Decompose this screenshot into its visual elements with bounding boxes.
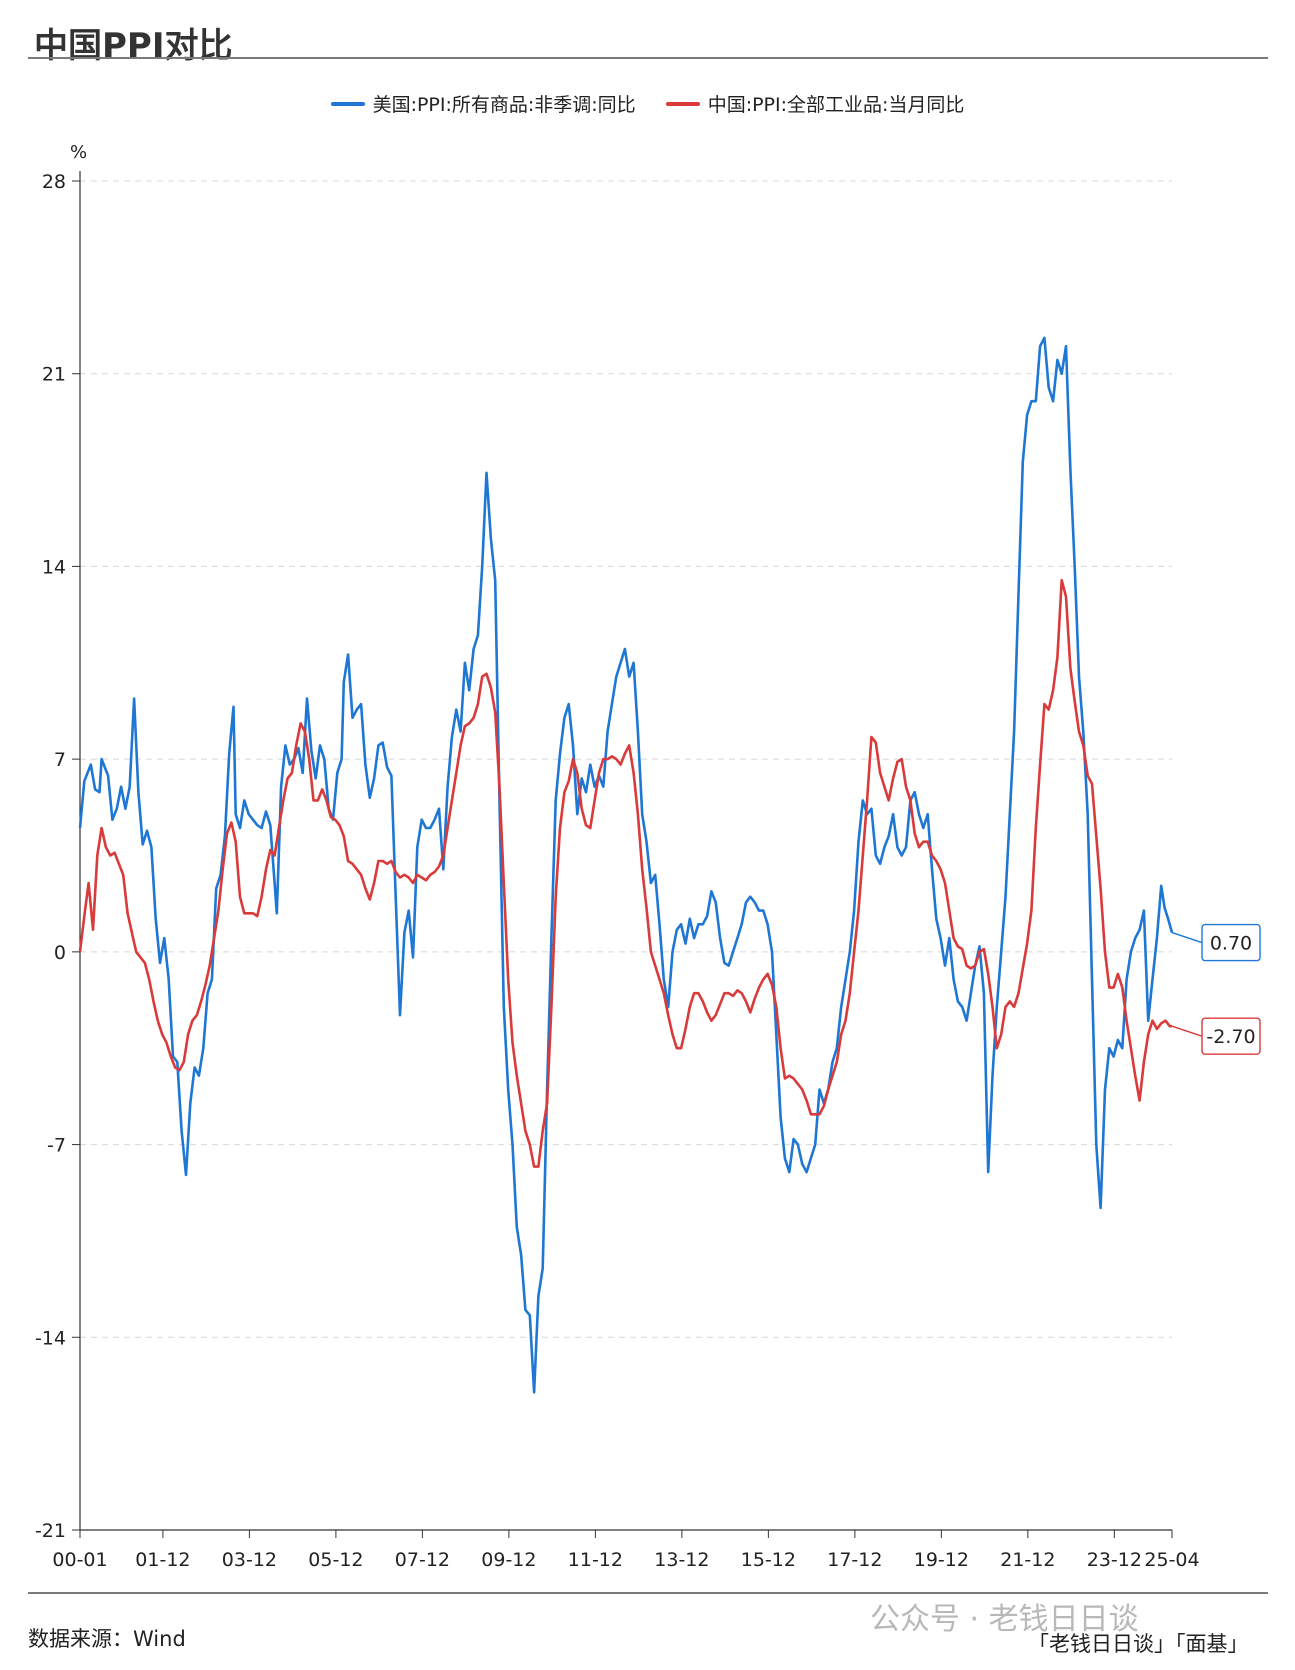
x-tick-label: 03-12 (222, 1549, 277, 1571)
legend-label-cn: 中国:PPI:全部工业品:当月同比 (707, 94, 965, 116)
legend: 美国:PPI:所有商品:非季调:同比 中国:PPI:全部工业品:当月同比 (0, 90, 1295, 117)
end-label-us: 0.70 (1210, 933, 1252, 955)
title-rule (28, 57, 1268, 59)
end-label-cn: -2.70 (1206, 1026, 1255, 1048)
data-source: 数据来源：Wind (28, 1627, 186, 1651)
page-title: 中国PPI对比 (34, 26, 233, 66)
credit-text: 「老钱日日谈」「面基」 (1028, 1632, 1249, 1656)
end-label-box (1201, 1017, 1261, 1055)
y-tick-label: 14 (42, 556, 66, 578)
y-axis-unit: % (70, 142, 88, 163)
end-label-box (1201, 923, 1261, 962)
x-tick-label: 11-12 (568, 1549, 623, 1571)
y-tick-label: 0 (54, 942, 66, 964)
y-tick-label: 7 (54, 749, 66, 771)
y-tick-label: 28 (42, 171, 66, 193)
watermark: 公众号 · 老钱日日谈 (870, 1602, 1139, 1637)
x-tick-label: 21-12 (1000, 1549, 1055, 1571)
x-tick-label: 00-01 (52, 1549, 107, 1571)
x-tick-label: 25-04 (1144, 1549, 1199, 1571)
x-tick-label: 09-12 (481, 1549, 536, 1571)
y-tick-label: -7 (47, 1135, 66, 1157)
legend-label-us: 美国:PPI:所有商品:非季调:同比 (372, 94, 636, 116)
legend-swatch-us (330, 101, 365, 106)
footer-rule (28, 1592, 1268, 1594)
end-label-pointer (1171, 1025, 1203, 1037)
x-tick-label: 23-12 (1087, 1549, 1142, 1571)
series-line-us (78, 336, 1174, 1394)
y-tick-label: -21 (35, 1520, 66, 1542)
legend-swatch-cn (665, 101, 700, 106)
x-tick-label: 17-12 (827, 1549, 882, 1571)
y-tick-label: 21 (42, 364, 66, 386)
x-tick-label: 05-12 (308, 1549, 363, 1571)
x-tick-label: 01-12 (135, 1549, 190, 1571)
end-label-pointer (1171, 931, 1203, 944)
x-tick-label: 13-12 (654, 1549, 709, 1571)
x-tick-label: 19-12 (914, 1549, 969, 1571)
x-tick-label: 15-12 (741, 1549, 796, 1571)
x-tick-label: 07-12 (395, 1549, 450, 1571)
legend-item-us[interactable]: 美国:PPI:所有商品:非季调:同比 (330, 90, 636, 117)
legend-item-cn[interactable]: 中国:PPI:全部工业品:当月同比 (665, 90, 965, 117)
series-line-cn (78, 578, 1172, 1168)
y-tick-label: -14 (35, 1327, 66, 1349)
